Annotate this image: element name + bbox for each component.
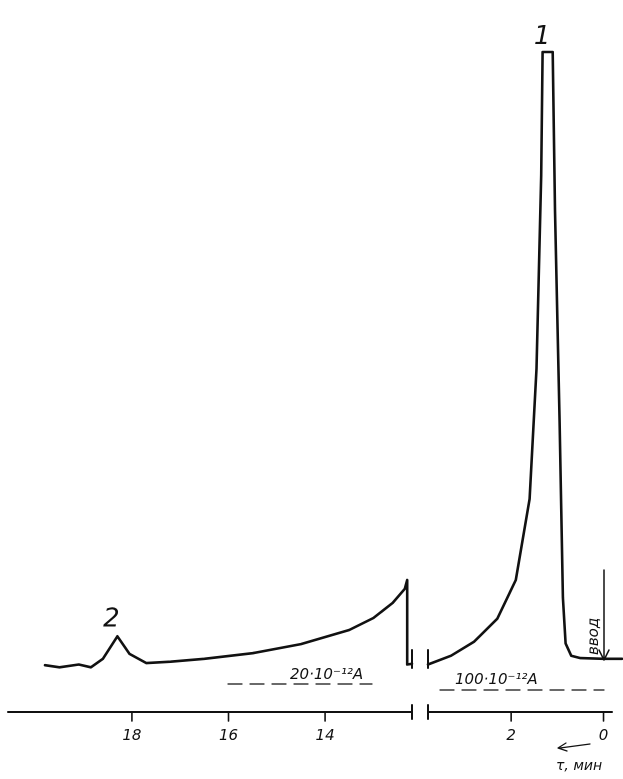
sensitivity-label-left: 20·10⁻¹²А [290, 665, 363, 683]
chromatogram-trace-right [426, 50, 623, 666]
chromatogram-trace-left [43, 578, 414, 669]
x-tick-label-2: 2 [506, 726, 516, 744]
x-tick-label-14: 14 [316, 726, 335, 744]
time-direction-arrow [559, 743, 591, 749]
injection-marker: ввод [584, 569, 610, 661]
x-tick-label-18: 18 [122, 726, 141, 744]
time-direction-arrow-head [557, 742, 568, 752]
time-axis [7, 704, 613, 720]
peak-2-label: 2 [103, 603, 120, 633]
peak-1-label: 1 [534, 21, 551, 51]
sensitivity-label-right: 100·10⁻¹²А [455, 670, 538, 688]
x-tick-label-16: 16 [219, 726, 238, 744]
injection-arrow-head [598, 649, 610, 661]
left-segment-ticks: 18 16 14 [122, 711, 335, 744]
x-axis-title-group: τ, мин [556, 742, 602, 774]
sensitivity-scale-right: 100·10⁻¹²А [439, 670, 605, 691]
injection-label: ввод [584, 618, 602, 655]
x-tick-label-0: 0 [599, 726, 609, 744]
sensitivity-scale-left: 20·10⁻¹²А [227, 665, 373, 685]
x-axis-title: τ, мин [556, 758, 602, 774]
